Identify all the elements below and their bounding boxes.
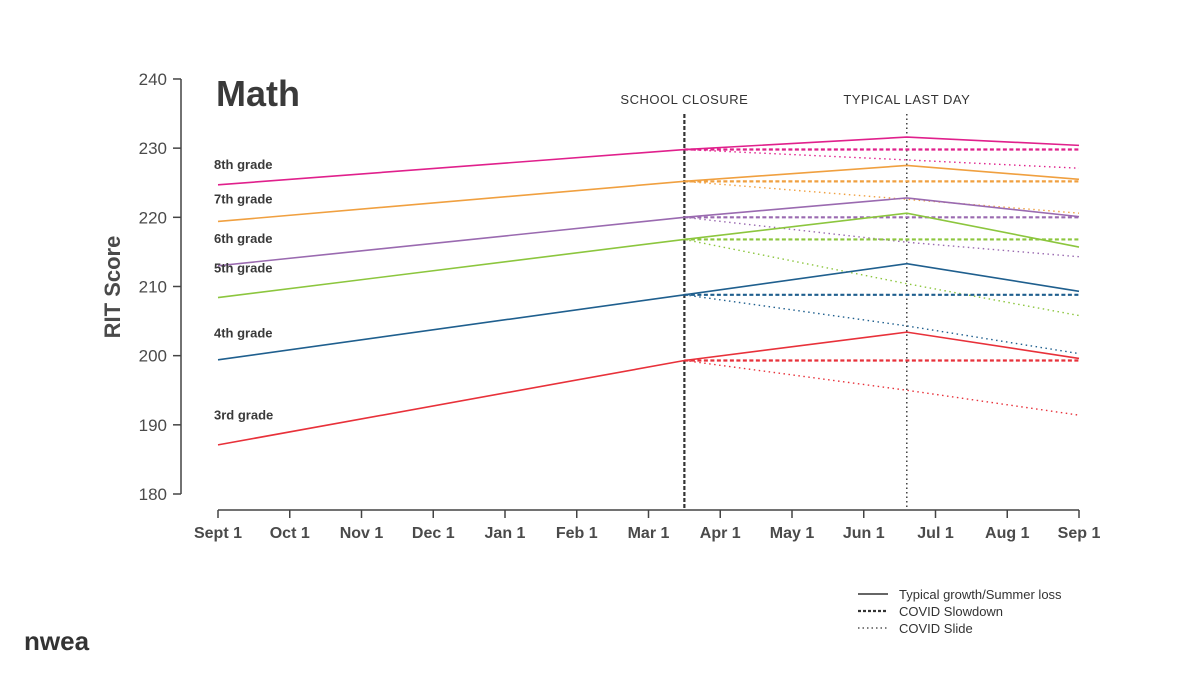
typical-line bbox=[217, 262, 1080, 361]
x-tick-label: Sep 1 bbox=[1058, 525, 1101, 542]
series-3rd-grade bbox=[217, 331, 1080, 446]
x-tick-label: Jun 1 bbox=[843, 525, 885, 542]
x-tick-label: May 1 bbox=[770, 525, 815, 542]
y-tick-label: 230 bbox=[139, 139, 167, 158]
series-4th-grade bbox=[217, 262, 1080, 361]
x-tick-label: Dec 1 bbox=[412, 525, 455, 542]
chart-title: Math bbox=[216, 73, 300, 114]
slide-line bbox=[684, 238, 1080, 317]
slide-line bbox=[684, 294, 1080, 355]
x-tick-label: Nov 1 bbox=[340, 525, 384, 542]
annotation-lines: SCHOOL CLOSURE TYPICAL LAST DAY bbox=[620, 92, 970, 510]
grade-label: 4th grade bbox=[214, 326, 273, 341]
x-tick-label: Oct 1 bbox=[270, 525, 310, 542]
grade-label: 7th grade bbox=[214, 191, 273, 206]
series-7th-grade bbox=[217, 164, 1080, 223]
y-tick-label: 190 bbox=[139, 416, 167, 435]
series-group bbox=[217, 136, 1080, 446]
slide-line bbox=[684, 148, 1080, 169]
series-5th-grade bbox=[217, 212, 1080, 317]
y-tick-label: 240 bbox=[139, 70, 167, 89]
typical-line bbox=[217, 164, 1080, 223]
series-6th-grade bbox=[217, 197, 1080, 267]
x-tick-label: Jan 1 bbox=[485, 525, 526, 542]
series-8th-grade bbox=[217, 136, 1080, 186]
y-tick-label: 220 bbox=[139, 208, 167, 227]
annotation-label: SCHOOL CLOSURE bbox=[620, 92, 748, 107]
legend-label: Typical growth/Summer loss bbox=[899, 587, 1062, 602]
x-tick-label: Apr 1 bbox=[700, 525, 741, 542]
legend-label: COVID Slowdown bbox=[899, 604, 1003, 619]
y-tick-label: 210 bbox=[139, 277, 167, 296]
grade-label: 5th grade bbox=[214, 261, 273, 276]
x-tick-label: Jul 1 bbox=[917, 525, 954, 542]
y-tick-label: 200 bbox=[139, 347, 167, 366]
typical-line bbox=[217, 331, 1080, 446]
logo-text: nwea bbox=[24, 626, 90, 656]
typical-line bbox=[217, 212, 1080, 299]
typical-line bbox=[217, 136, 1080, 186]
slide-line bbox=[684, 359, 1080, 416]
legend: Typical growth/Summer loss COVID Slowdown… bbox=[858, 587, 1062, 636]
nwea-logo: nwea bbox=[24, 626, 90, 656]
y-axis-title: RIT Score bbox=[100, 236, 125, 339]
axes: 180 190 200 210 220 230 240 Sept 1 Oct 1 Nov 1 Dec… bbox=[139, 70, 1101, 542]
slide-line bbox=[684, 180, 1080, 214]
y-tick-label: 180 bbox=[139, 485, 167, 504]
x-tick-label: Feb 1 bbox=[556, 525, 598, 542]
grade-label: 8th grade bbox=[214, 157, 273, 172]
typical-line bbox=[217, 197, 1080, 267]
grade-label: 6th grade bbox=[214, 231, 273, 246]
annotation-label: TYPICAL LAST DAY bbox=[843, 92, 970, 107]
grade-labels: 8th grade 7th grade 6th grade 5th grade 4th … bbox=[214, 157, 273, 422]
x-tick-label: Aug 1 bbox=[985, 525, 1030, 542]
x-tick-label: Mar 1 bbox=[628, 525, 670, 542]
grade-label: 3rd grade bbox=[214, 407, 273, 422]
legend-label: COVID Slide bbox=[899, 621, 973, 636]
x-tick-label: Sept 1 bbox=[194, 525, 242, 542]
